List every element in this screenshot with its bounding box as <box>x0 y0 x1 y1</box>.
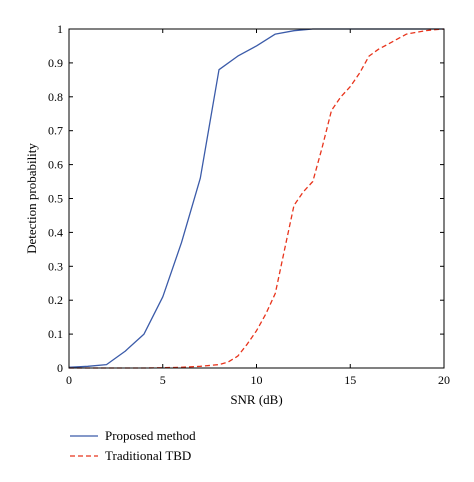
x-tick-label: 0 <box>66 373 72 387</box>
y-tick-label: 0.2 <box>48 293 63 307</box>
legend: Proposed method Traditional TBD <box>70 428 196 463</box>
y-tick-label: 0.5 <box>48 192 63 206</box>
y-axis-ticks: 0 0.1 0.2 0.3 0.4 0.5 0.6 0.7 0.8 0.9 1 <box>48 22 444 375</box>
y-tick-label: 1 <box>57 22 63 36</box>
y-tick-label: 0.7 <box>48 124 63 138</box>
y-tick-label: 0.1 <box>48 327 63 341</box>
x-axis-ticks: 0 5 10 15 20 <box>66 29 450 387</box>
y-tick-label: 0.8 <box>48 90 63 104</box>
plot-frame <box>68 28 445 369</box>
x-tick-label: 20 <box>438 373 450 387</box>
legend-label-traditional-tbd: Traditional TBD <box>105 448 191 463</box>
y-axis-label: Detection probability <box>24 143 39 254</box>
series-line-traditional-tbd <box>69 28 445 369</box>
y-tick-label: 0 <box>57 361 63 375</box>
x-tick-label: 10 <box>251 373 263 387</box>
y-tick-label: 0.4 <box>48 225 63 239</box>
legend-label-proposed-method: Proposed method <box>105 428 196 443</box>
x-axis-label: SNR (dB) <box>230 392 282 407</box>
x-tick-label: 15 <box>344 373 356 387</box>
y-tick-label: 0.6 <box>48 158 63 172</box>
series-line-proposed-method <box>68 28 444 368</box>
y-tick-label: 0.9 <box>48 56 63 70</box>
y-tick-label: 0.3 <box>48 259 63 273</box>
series-layer <box>68 28 445 369</box>
x-tick-label: 5 <box>160 373 166 387</box>
